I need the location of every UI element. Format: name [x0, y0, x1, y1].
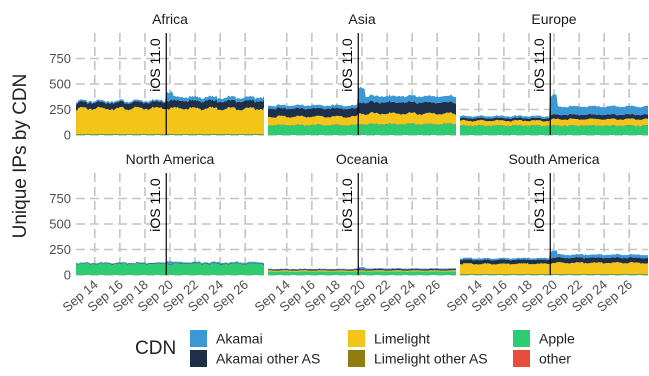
legend-label: Apple [539, 331, 575, 347]
area-series [460, 274, 648, 275]
y-tick-label: 750 [49, 191, 71, 206]
legend-label: Limelight other AS [374, 351, 488, 367]
area-series [268, 122, 456, 127]
area-series [76, 91, 264, 105]
area-series [268, 271, 456, 275]
area-series [268, 86, 456, 110]
y-tick-label: 500 [49, 77, 71, 92]
area-series [76, 106, 264, 135]
facet-title: Europe [531, 11, 576, 27]
legend-label: Akamai other AS [216, 351, 320, 367]
area-series [76, 134, 264, 135]
legend-label: Akamai [216, 331, 263, 347]
legend-swatch [513, 330, 530, 347]
area-series [76, 262, 264, 265]
area-series [460, 124, 648, 127]
area-series [268, 270, 456, 272]
event-label: iOS 11.0 [339, 38, 355, 92]
area-series [460, 249, 648, 261]
area-series [460, 113, 648, 122]
area-series [460, 94, 648, 120]
y-tick-label: 500 [49, 217, 71, 232]
event-label: iOS 11.0 [531, 178, 547, 232]
legend-label: Limelight [374, 331, 430, 347]
area-series [268, 266, 456, 270]
area-series [268, 100, 456, 119]
area-series [268, 123, 456, 135]
facet-panel: North America iOS 11.0 [76, 151, 264, 276]
area-series [460, 125, 648, 135]
legend-swatch [348, 330, 365, 347]
facet-panel: Africa iOS 11.0 [76, 11, 264, 136]
area-series [76, 99, 264, 111]
area-series [268, 112, 456, 126]
legend-swatch [190, 330, 207, 347]
facet-title: Asia [348, 11, 375, 27]
area-series [460, 261, 648, 275]
y-tick-label: 0 [64, 128, 71, 143]
area-series [460, 273, 648, 275]
facet-panel: Asia iOS 11.0 [268, 11, 456, 136]
event-label: iOS 11.0 [147, 38, 163, 92]
y-tick-label: 0 [64, 268, 71, 283]
legend-swatch [348, 350, 365, 367]
facet-title: Oceania [336, 151, 388, 167]
area-series [76, 260, 264, 265]
y-tick-label: 250 [49, 102, 71, 117]
event-label: iOS 11.0 [147, 178, 163, 232]
event-label: iOS 11.0 [339, 178, 355, 232]
legend-swatch [190, 350, 207, 367]
area-series [460, 256, 648, 265]
facet-title: South America [508, 151, 599, 167]
facet-title: North America [126, 151, 215, 167]
area-series [268, 268, 456, 271]
facet-panel: South America iOS 11.0 [460, 151, 648, 276]
legend-title: CDN [135, 338, 176, 359]
y-tick-label: 250 [49, 242, 71, 257]
legend-label: other [539, 351, 571, 367]
y-axis-title: Unique IPs by CDN [10, 74, 31, 239]
y-tick-label: 750 [49, 51, 71, 66]
area-series [76, 133, 264, 135]
facet-title: Africa [152, 11, 188, 27]
facet-panel: Oceania iOS 11.0 [268, 151, 456, 276]
area-series [460, 118, 648, 127]
area-series [76, 262, 264, 275]
event-label: iOS 11.0 [531, 38, 547, 92]
facet-panel: Europe iOS 11.0 [460, 11, 648, 136]
legend-swatch [513, 350, 530, 367]
